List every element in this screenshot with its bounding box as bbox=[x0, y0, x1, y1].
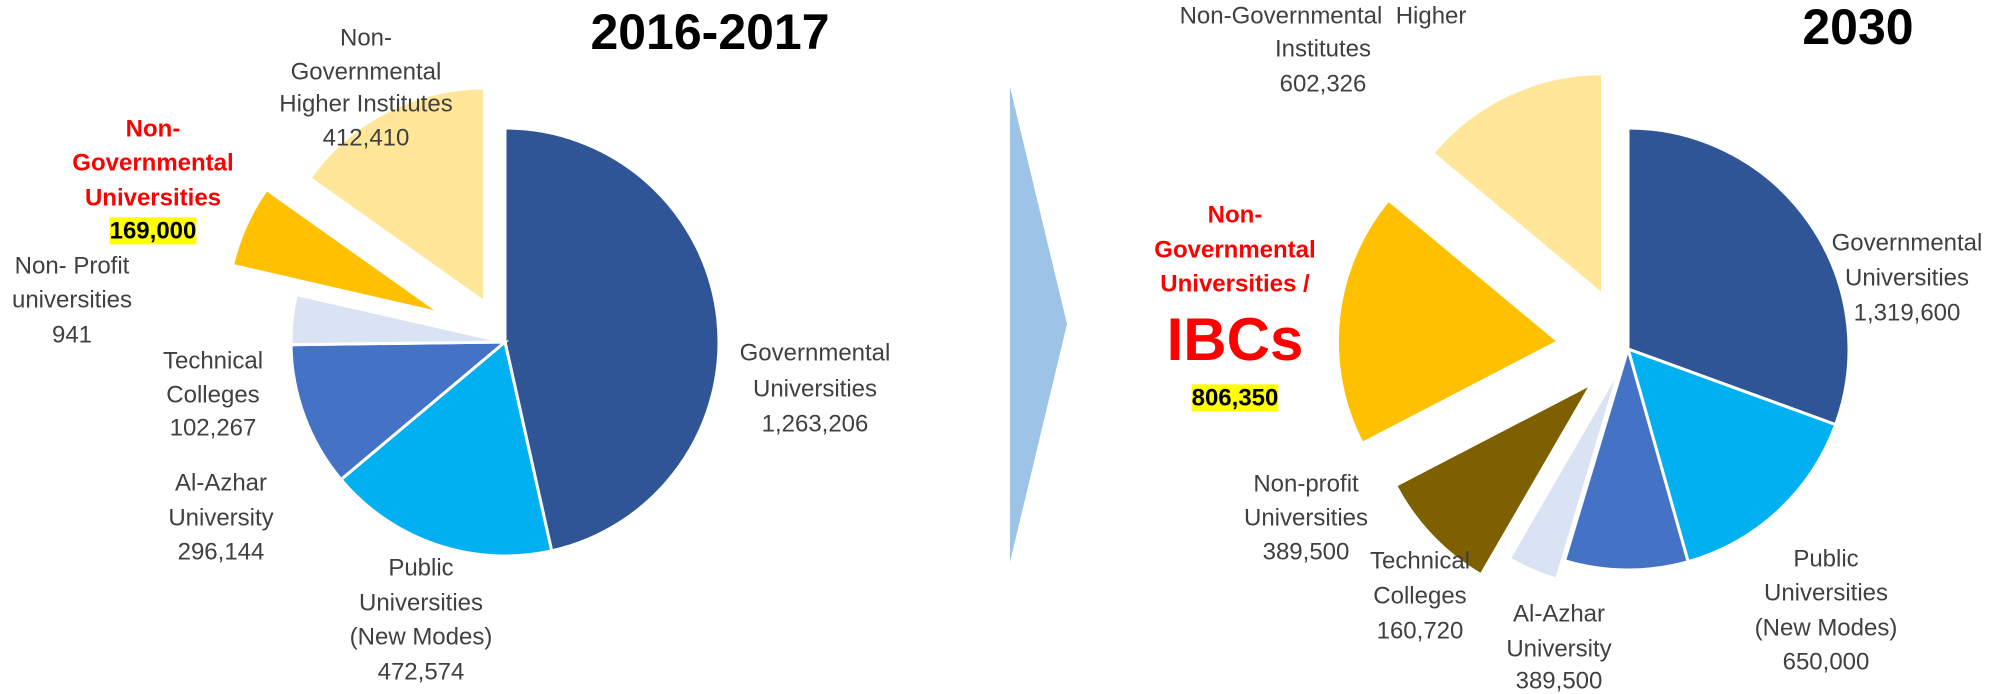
slice-label: Universities bbox=[85, 184, 221, 211]
pie-slice bbox=[338, 339, 554, 558]
value-label: 169,000 bbox=[110, 217, 197, 244]
value-label: 1,319,600 bbox=[1854, 299, 1961, 326]
slice-label: Universities bbox=[1764, 579, 1888, 606]
pie-slice bbox=[1626, 126, 1851, 427]
slice-label: Non-Governmental Higher bbox=[1180, 2, 1467, 29]
value-label: 602,326 bbox=[1280, 70, 1367, 97]
value-label: 389,500 bbox=[1263, 538, 1350, 565]
slice-label: Non- bbox=[126, 115, 181, 142]
pie-slice bbox=[230, 187, 442, 315]
slice-label: Non- bbox=[340, 24, 392, 51]
pie-slice bbox=[1335, 197, 1562, 446]
slice-label: Non- Profit bbox=[15, 252, 130, 279]
slice-label: universities bbox=[12, 286, 132, 313]
slice-label: (New Modes) bbox=[350, 623, 493, 650]
pie-slice bbox=[289, 340, 510, 482]
slice-label: IBCs bbox=[1167, 306, 1304, 373]
slice-label: Universities bbox=[753, 375, 877, 402]
slice-label: Institutes bbox=[1275, 35, 1371, 62]
value-label: 160,720 bbox=[1377, 617, 1464, 644]
pie-slice bbox=[1625, 346, 1838, 564]
value-label: 806,350 bbox=[1192, 384, 1279, 411]
slice-label: Governmental bbox=[72, 149, 233, 176]
value-label: 296,144 bbox=[178, 538, 265, 565]
value-label: 941 bbox=[52, 321, 92, 348]
chart-title: 2016-2017 bbox=[590, 4, 829, 60]
slice-label: Al-Azhar bbox=[175, 469, 267, 496]
pie-slice bbox=[1562, 343, 1690, 572]
slice-label: Technical bbox=[163, 347, 263, 374]
slice-label: Universities bbox=[1845, 264, 1969, 291]
slice-label: Colleges bbox=[166, 381, 259, 408]
chart-title: 2030 bbox=[1802, 0, 1913, 55]
slice-label: Public bbox=[388, 554, 453, 581]
value-label: 650,000 bbox=[1783, 648, 1870, 675]
value-label: 102,267 bbox=[170, 414, 257, 441]
value-highlight bbox=[109, 217, 197, 245]
value-label: 389,500 bbox=[1516, 667, 1603, 694]
slice-label: Public bbox=[1793, 545, 1858, 572]
value-label: 472,574 bbox=[378, 658, 465, 685]
pie-slice bbox=[503, 126, 721, 553]
slice-label: Universities bbox=[359, 589, 483, 616]
value-label: 1,263,206 bbox=[762, 410, 869, 437]
slice-label: University bbox=[1506, 635, 1611, 662]
slice-label: Governmental bbox=[291, 58, 442, 85]
pie-slice bbox=[1393, 379, 1596, 577]
value-highlight bbox=[1191, 384, 1279, 412]
slice-label: Higher Institutes bbox=[279, 90, 452, 117]
pie-slice bbox=[294, 292, 506, 344]
pie-slice bbox=[307, 86, 486, 305]
slice-label: Governmental bbox=[1832, 229, 1983, 256]
slice-label: Governmental bbox=[1154, 236, 1315, 263]
value-label: 412,410 bbox=[323, 124, 410, 151]
slice-label: Colleges bbox=[1373, 582, 1466, 609]
slice-label: Universities / bbox=[1160, 270, 1310, 297]
arrow bbox=[1010, 87, 1067, 562]
slice-label: Al-Azhar bbox=[1513, 600, 1605, 627]
slice-label: (New Modes) bbox=[1755, 614, 1898, 641]
slice-label: University bbox=[168, 504, 273, 531]
slice-label: Technical bbox=[1370, 547, 1470, 574]
slice-label: Non- bbox=[1208, 201, 1263, 228]
pie-slice bbox=[1507, 366, 1622, 581]
pie-slice bbox=[1430, 72, 1605, 298]
slice-label: Non-profit bbox=[1253, 470, 1359, 497]
slice-label: Universities bbox=[1244, 504, 1368, 531]
slice-label: Governmental bbox=[740, 339, 891, 366]
